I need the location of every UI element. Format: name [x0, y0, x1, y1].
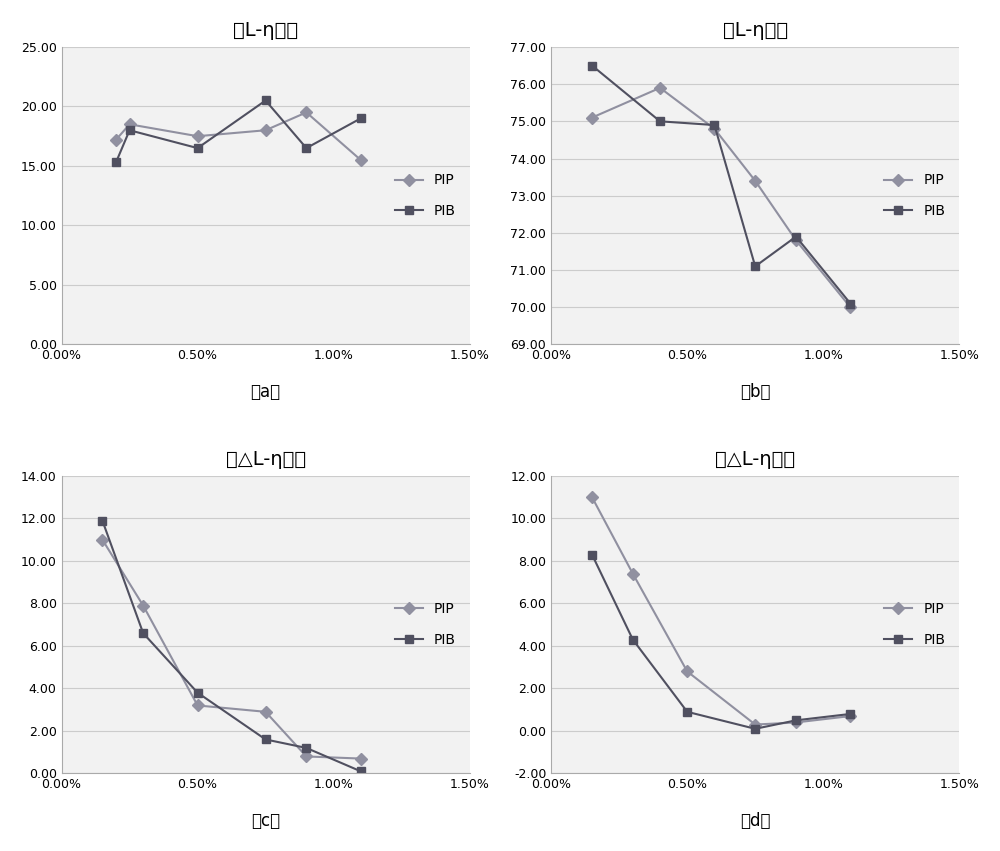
PIB	[790, 231, 802, 242]
PIP	[844, 302, 856, 312]
PIB	[110, 157, 122, 168]
PIB	[96, 516, 108, 526]
PIP	[260, 706, 272, 717]
PIP	[192, 131, 204, 141]
Legend: PIP, PIB: PIP, PIB	[878, 596, 952, 654]
PIP	[681, 666, 693, 677]
Text: （b）: （b）	[740, 383, 770, 401]
Text: （c）: （c）	[251, 812, 280, 830]
Line: PIB: PIB	[588, 61, 855, 308]
PIB	[192, 688, 204, 698]
PIB	[300, 743, 312, 753]
Line: PIP: PIP	[112, 108, 365, 164]
PIP	[96, 534, 108, 545]
Title: 白L-η曲线: 白L-η曲线	[723, 20, 788, 40]
PIP	[749, 175, 761, 186]
Text: （a）: （a）	[251, 383, 281, 401]
PIP	[260, 125, 272, 135]
PIP	[749, 719, 761, 729]
PIP	[586, 492, 598, 502]
Line: PIP: PIP	[588, 83, 855, 311]
Title: 白△L-η曲线: 白△L-η曲线	[715, 450, 795, 469]
Line: PIP: PIP	[98, 535, 365, 762]
PIP	[300, 107, 312, 117]
Title: 黑L-η曲线: 黑L-η曲线	[233, 20, 298, 40]
Legend: PIP, PIB: PIP, PIB	[388, 596, 463, 654]
PIP	[790, 717, 802, 728]
PIP	[110, 134, 122, 145]
PIB	[586, 60, 598, 71]
PIP	[708, 123, 720, 134]
PIB	[192, 143, 204, 153]
PIP	[654, 83, 666, 93]
PIP	[790, 235, 802, 245]
PIB	[137, 628, 149, 638]
PIP	[844, 711, 856, 721]
PIB	[844, 709, 856, 719]
Text: （d）: （d）	[740, 812, 770, 830]
Line: PIB: PIB	[98, 517, 365, 775]
PIB	[124, 125, 136, 135]
PIP	[137, 601, 149, 611]
PIP	[627, 568, 639, 579]
PIB	[586, 550, 598, 560]
PIB	[708, 120, 720, 130]
PIB	[355, 766, 367, 776]
Legend: PIP, PIB: PIP, PIB	[878, 167, 952, 225]
PIP	[355, 753, 367, 763]
PIB	[260, 734, 272, 745]
PIP	[192, 700, 204, 711]
PIB	[260, 95, 272, 106]
Line: PIB: PIB	[588, 551, 855, 733]
Line: PIB: PIB	[112, 96, 365, 167]
Legend: PIP, PIB: PIP, PIB	[388, 167, 463, 225]
PIB	[790, 715, 802, 725]
PIB	[627, 635, 639, 645]
PIB	[749, 261, 761, 271]
PIB	[681, 706, 693, 717]
PIB	[300, 143, 312, 153]
PIB	[654, 117, 666, 127]
Line: PIP: PIP	[588, 493, 855, 728]
PIP	[300, 751, 312, 762]
PIP	[586, 112, 598, 123]
PIB	[844, 299, 856, 309]
PIP	[355, 155, 367, 165]
PIB	[355, 113, 367, 123]
PIP	[124, 119, 136, 129]
Title: 黑△L-η曲线: 黑△L-η曲线	[226, 450, 306, 469]
PIB	[749, 723, 761, 734]
